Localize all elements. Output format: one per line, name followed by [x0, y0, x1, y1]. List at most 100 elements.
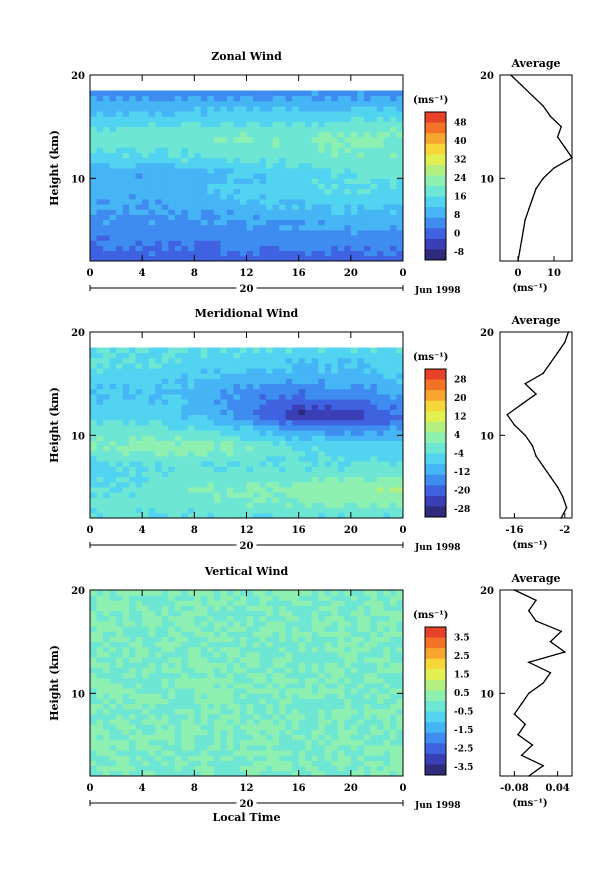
heatmap-cell — [279, 745, 287, 751]
heatmap-cell — [266, 497, 273, 503]
heatmap-cell — [142, 137, 150, 143]
heatmap-cell — [259, 250, 267, 257]
heatmap-cell — [103, 168, 110, 174]
heatmap-cell — [279, 456, 287, 462]
heatmap-cell — [357, 430, 365, 436]
heatmap-cell — [376, 683, 384, 689]
heatmap-cell — [213, 708, 221, 715]
heatmap-cell — [292, 734, 300, 741]
heatmap-cell — [168, 698, 176, 705]
heatmap-cell — [103, 137, 110, 143]
colorbar-swatch — [425, 432, 446, 444]
heatmap-cell — [298, 667, 306, 674]
heatmap-cell — [187, 347, 195, 354]
heatmap-cell — [311, 734, 319, 741]
heatmap-cell — [187, 126, 195, 133]
heatmap-cell — [168, 378, 176, 385]
heatmap-cell — [292, 425, 300, 431]
heatmap-cell — [370, 373, 378, 379]
heatmap-cell — [253, 368, 260, 374]
heatmap-cell — [207, 121, 215, 128]
heatmap-cell — [376, 456, 384, 462]
heatmap-cell — [116, 193, 124, 200]
heatmap-cell — [272, 703, 280, 710]
heatmap-cell — [220, 230, 228, 236]
heatmap-cell — [226, 188, 234, 195]
heatmap-cell — [233, 621, 241, 627]
heatmap-cell — [285, 116, 293, 122]
heatmap-cell — [226, 245, 234, 252]
heatmap-cell — [370, 492, 378, 498]
heatmap-cell — [324, 745, 332, 751]
heatmap-cell — [161, 714, 169, 720]
average-point — [542, 465, 544, 468]
heatmap-cell — [116, 471, 124, 478]
heatmap-cell — [389, 760, 397, 767]
heatmap-cell — [298, 209, 306, 215]
heatmap-cell — [344, 724, 352, 730]
heatmap-cell — [292, 703, 300, 710]
heatmap-cell — [90, 512, 97, 519]
heatmap-cell — [370, 466, 378, 472]
heatmap-cell — [187, 90, 195, 97]
heatmap-cell — [337, 440, 345, 447]
heatmap-cell — [259, 214, 267, 221]
heatmap-cell — [239, 492, 247, 498]
heatmap-cell — [109, 724, 117, 730]
heatmap-cell — [376, 610, 384, 617]
heatmap-cell — [129, 214, 137, 221]
heatmap-cell — [305, 466, 313, 472]
heatmap-cell — [122, 435, 130, 441]
heatmap-cell — [337, 347, 345, 354]
heatmap-cell — [135, 106, 143, 112]
heatmap-cell — [116, 121, 124, 128]
heatmap-cell — [266, 770, 273, 777]
heatmap-cell — [135, 461, 143, 467]
heatmap-cell — [96, 240, 104, 246]
heatmap-cell — [253, 745, 260, 751]
heatmap-cell — [357, 235, 365, 241]
heatmap-cell — [266, 708, 273, 715]
heatmap-cell — [266, 688, 273, 694]
heatmap-cell — [109, 631, 117, 637]
heatmap-cell — [253, 152, 260, 159]
heatmap-cell — [396, 209, 404, 215]
heatmap-cell — [279, 435, 287, 441]
heatmap-cell — [370, 224, 378, 231]
heatmap-cell — [324, 95, 332, 102]
heatmap-cell — [253, 235, 260, 241]
heatmap-cell — [305, 729, 313, 736]
heatmap-cell — [311, 383, 319, 390]
heatmap-cell — [207, 90, 215, 97]
heatmap-cell — [259, 142, 267, 148]
heatmap-cell — [135, 425, 143, 431]
heatmap-cell — [155, 357, 163, 364]
heatmap-cell — [344, 90, 352, 97]
heatmap-cell — [239, 729, 247, 736]
heatmap-cell — [272, 183, 280, 190]
heatmap-cell — [161, 373, 169, 379]
heatmap-cell — [90, 456, 97, 462]
colorbar-tick-label: 48 — [454, 118, 467, 128]
heatmap-cell — [233, 250, 241, 257]
heatmap-cell — [96, 394, 104, 400]
heatmap-cell — [174, 492, 182, 498]
heatmap-cell — [246, 476, 254, 483]
heatmap-cell — [161, 770, 169, 777]
heatmap-cell — [207, 224, 215, 231]
heatmap-cell — [96, 178, 104, 184]
heatmap-cell — [383, 621, 391, 627]
heatmap-cell — [155, 497, 163, 503]
heatmap-cell — [226, 235, 234, 241]
heatmap-cell — [168, 492, 176, 498]
heatmap-cell — [331, 230, 339, 236]
heatmap-cell — [161, 657, 169, 663]
heatmap-cell — [324, 383, 332, 390]
heatmap-cell — [383, 419, 391, 426]
heatmap-cell — [266, 739, 273, 746]
heatmap-cell — [207, 425, 215, 431]
heatmap-cell — [266, 106, 273, 112]
heatmap-cell — [311, 507, 319, 514]
heatmap-cell — [311, 116, 319, 122]
heatmap-cell — [239, 456, 247, 462]
